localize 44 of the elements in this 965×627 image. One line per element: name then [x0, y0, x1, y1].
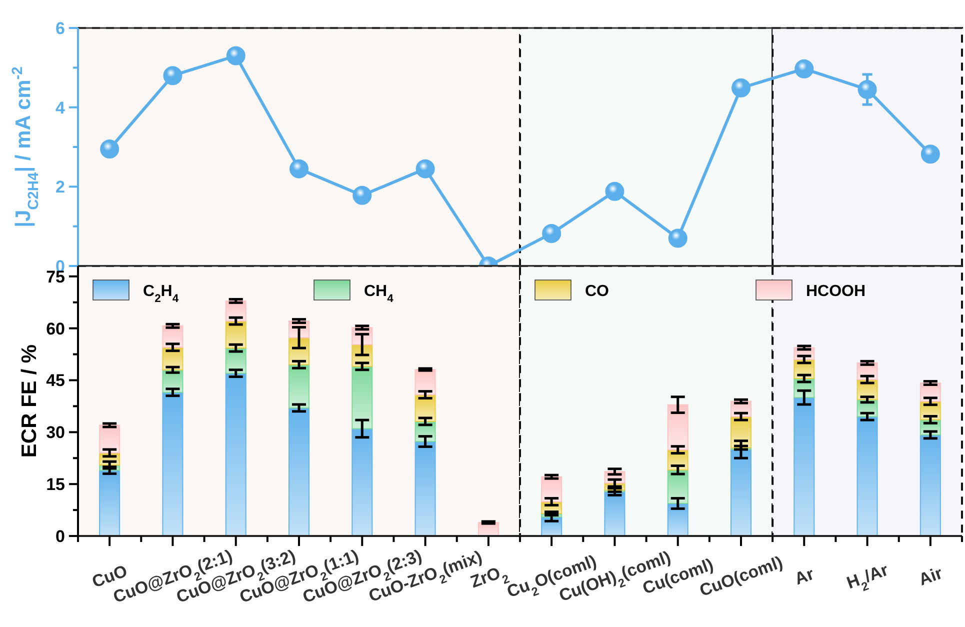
legend-label: CH$_{4}$ [364, 283, 394, 305]
bar [794, 397, 815, 536]
point [163, 66, 182, 86]
point [352, 186, 372, 205]
point [100, 139, 120, 158]
bar [288, 364, 310, 408]
legend-label: HCOOH [806, 283, 866, 300]
bar [414, 441, 436, 536]
x-tick-label: Ar [792, 564, 817, 589]
point [290, 159, 308, 178]
bar [730, 448, 752, 536]
x-tick-label: Air [916, 563, 946, 590]
point [794, 59, 814, 78]
bar [920, 434, 941, 536]
y-tick-label: 0 [56, 526, 65, 546]
point [920, 144, 940, 164]
bar [99, 470, 120, 536]
bar [604, 491, 626, 536]
bar [352, 366, 373, 430]
y-axis-title: ECR FE / % [18, 344, 41, 458]
y-tick-label: 15 [46, 475, 65, 494]
bar [856, 416, 878, 536]
point [858, 80, 877, 99]
bar [352, 428, 373, 536]
point [668, 228, 688, 248]
y-tick-label: 4 [56, 98, 66, 118]
x-tick-label: H$_{2}$/Ar [844, 560, 892, 594]
bar [288, 407, 310, 536]
bar [667, 404, 688, 450]
legend-label: C$_{2}$H$_{4}$ [143, 283, 180, 305]
point [542, 224, 562, 243]
legend-label: CO [585, 283, 609, 300]
bar [667, 502, 688, 536]
y-tick-label: 2 [56, 178, 65, 197]
point [732, 78, 750, 98]
y-tick-label: 45 [46, 371, 65, 390]
point [605, 182, 624, 201]
y-tick-label: 6 [56, 18, 65, 38]
bar [162, 392, 184, 536]
bar [225, 372, 246, 536]
point [226, 46, 246, 66]
y-tick-label: 60 [46, 319, 65, 338]
point [416, 159, 435, 178]
y-tick-label: 30 [46, 423, 65, 442]
